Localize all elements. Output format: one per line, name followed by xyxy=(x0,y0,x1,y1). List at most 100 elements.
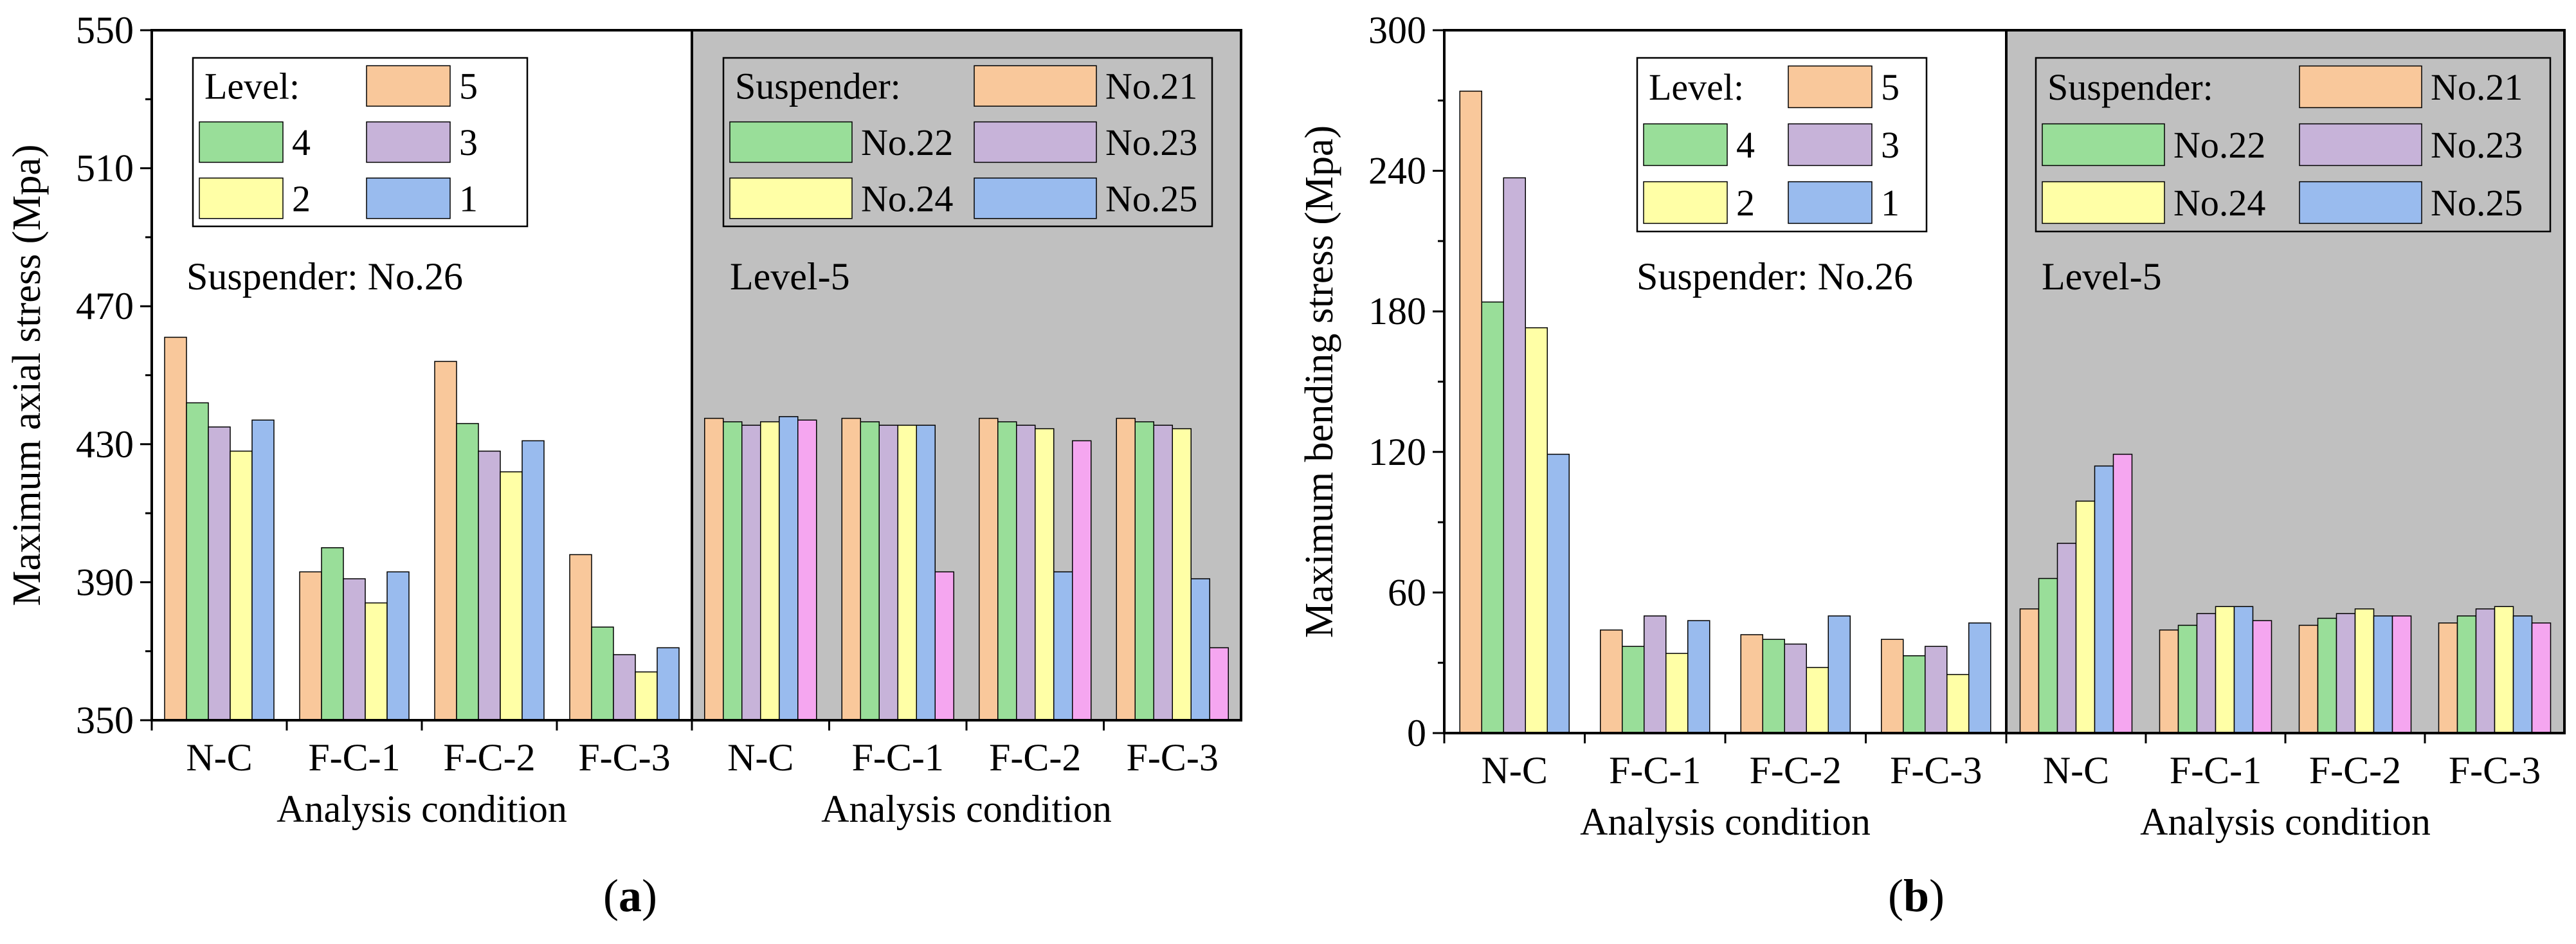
legend-label: 2 xyxy=(292,177,311,219)
x-axis-label: Analysis condition xyxy=(2140,801,2431,843)
legend-title: Level: xyxy=(1649,66,1744,108)
bar-No.23-F-C-2 xyxy=(2336,613,2356,734)
bar-3-F-C-1 xyxy=(343,578,366,721)
bar-5-F-C-3 xyxy=(1881,639,1904,734)
bar-4-F-C-2 xyxy=(1762,639,1785,734)
legend-label: No.25 xyxy=(1105,177,1197,219)
bar-1-F-C-3 xyxy=(1968,622,1991,734)
legend-swatch xyxy=(2299,65,2422,109)
legend-swatch xyxy=(2299,181,2422,224)
legend-label: No.23 xyxy=(1105,122,1197,163)
y-tick-label: 350 xyxy=(76,699,134,741)
x-tick-label: N-C xyxy=(727,736,794,779)
bar-extra-N-C xyxy=(797,419,817,721)
panel-label-b: (b) xyxy=(1887,870,1945,921)
x-tick-label: F-C-2 xyxy=(2309,749,2401,792)
bar-No.22-F-C-1 xyxy=(860,421,880,721)
bar-5-N-C xyxy=(164,336,187,721)
legend-swatch xyxy=(366,65,451,107)
legend-label: 4 xyxy=(292,122,311,163)
annotation: Suspender: No.26 xyxy=(1637,255,1913,298)
bar-No.21-F-C-1 xyxy=(841,417,861,721)
legend-label: No.25 xyxy=(2431,182,2523,224)
bar-No.22-F-C-2 xyxy=(2317,617,2337,734)
bar-3-F-C-2 xyxy=(478,450,501,721)
bar-5-F-C-3 xyxy=(569,554,592,721)
bar-No.21-F-C-2 xyxy=(979,417,999,721)
bar-No.24-F-C-2 xyxy=(2354,608,2375,734)
bar-2-N-C xyxy=(230,450,253,721)
bar-No.22-F-C-1 xyxy=(2177,624,2198,734)
legend-label: No.22 xyxy=(861,122,953,163)
x-tick-label: F-C-3 xyxy=(578,736,670,779)
bar-2-F-C-1 xyxy=(1665,653,1689,734)
legend-label: 5 xyxy=(1881,66,1900,108)
bar-No.25-F-C-2 xyxy=(1053,571,1073,721)
legend-label: No.24 xyxy=(861,177,953,219)
legend-swatch xyxy=(199,121,284,163)
bar-No.23-F-C-1 xyxy=(2196,613,2217,734)
bar-No.21-F-C-2 xyxy=(2298,624,2319,734)
bar-4-F-C-3 xyxy=(1903,655,1926,734)
y-tick-label: 390 xyxy=(76,561,134,603)
bar-4-F-C-1 xyxy=(321,547,344,721)
bar-No.22-N-C xyxy=(2038,577,2058,734)
x-tick-label: N-C xyxy=(1482,749,1548,792)
legend-swatch xyxy=(2042,123,2165,167)
bar-No.24-F-C-3 xyxy=(1172,428,1192,721)
legend-title: Level: xyxy=(204,66,300,107)
bar-4-F-C-1 xyxy=(1622,646,1645,734)
x-tick-label: F-C-1 xyxy=(1609,749,1701,792)
bar-5-F-C-2 xyxy=(434,361,457,721)
x-tick-label: F-C-2 xyxy=(443,736,535,779)
y-tick-label: 60 xyxy=(1388,571,1426,613)
bar-extra-F-C-2 xyxy=(2391,615,2412,734)
bar-3-F-C-1 xyxy=(1644,615,1667,734)
bar-2-F-C-3 xyxy=(1946,674,1970,734)
bar-No.21-N-C xyxy=(2019,608,2040,734)
legend-swatch xyxy=(974,121,1097,163)
bar-1-N-C xyxy=(1547,453,1570,734)
bar-No.25-F-C-1 xyxy=(916,424,936,721)
legend-swatch xyxy=(974,65,1097,107)
bar-No.23-N-C xyxy=(741,424,761,721)
x-tick-label: F-C-1 xyxy=(308,736,400,779)
legend-swatch xyxy=(1643,123,1728,167)
bar-No.24-F-C-1 xyxy=(897,424,917,721)
bar-4-F-C-2 xyxy=(456,422,479,721)
bar-No.25-F-C-3 xyxy=(1190,578,1210,721)
bar-4-F-C-3 xyxy=(591,626,614,721)
bar-No.22-F-C-3 xyxy=(1134,421,1154,721)
legend-label: 1 xyxy=(459,177,478,219)
x-axis-label: Analysis condition xyxy=(821,788,1112,830)
bar-2-F-C-2 xyxy=(500,471,523,721)
y-tick-label: 510 xyxy=(76,147,134,190)
bar-No.23-N-C xyxy=(2056,543,2077,734)
bar-1-N-C xyxy=(251,419,275,721)
legend-swatch xyxy=(974,177,1097,219)
bar-No.22-N-C xyxy=(723,421,743,721)
legend-label: 4 xyxy=(1736,124,1755,166)
x-tick-label: N-C xyxy=(186,736,252,779)
bar-5-F-C-2 xyxy=(1740,634,1763,734)
bar-No.23-F-C-1 xyxy=(878,424,898,721)
bar-2-N-C xyxy=(1525,327,1548,734)
legend-swatch xyxy=(366,177,451,219)
bar-1-F-C-1 xyxy=(386,571,410,721)
annotation: Level-5 xyxy=(730,255,850,298)
bar-3-N-C xyxy=(208,426,231,721)
legend-label: 2 xyxy=(1736,182,1755,224)
bar-No.24-F-C-3 xyxy=(2494,606,2514,734)
legend-label: 5 xyxy=(459,66,478,107)
bar-4-N-C xyxy=(186,402,209,721)
bar-3-F-C-3 xyxy=(613,654,636,721)
bar-No.21-F-C-1 xyxy=(2159,629,2179,734)
bar-5-F-C-1 xyxy=(1600,629,1623,734)
bar-No.22-F-C-2 xyxy=(997,421,1017,721)
bar-No.24-N-C xyxy=(760,421,780,721)
bar-No.23-F-C-2 xyxy=(1016,424,1036,721)
legend-label: No.21 xyxy=(1105,66,1197,107)
x-axis-label: Analysis condition xyxy=(1580,801,1871,843)
legend-label: 1 xyxy=(1881,182,1900,224)
x-tick-label: F-C-3 xyxy=(1127,736,1219,779)
